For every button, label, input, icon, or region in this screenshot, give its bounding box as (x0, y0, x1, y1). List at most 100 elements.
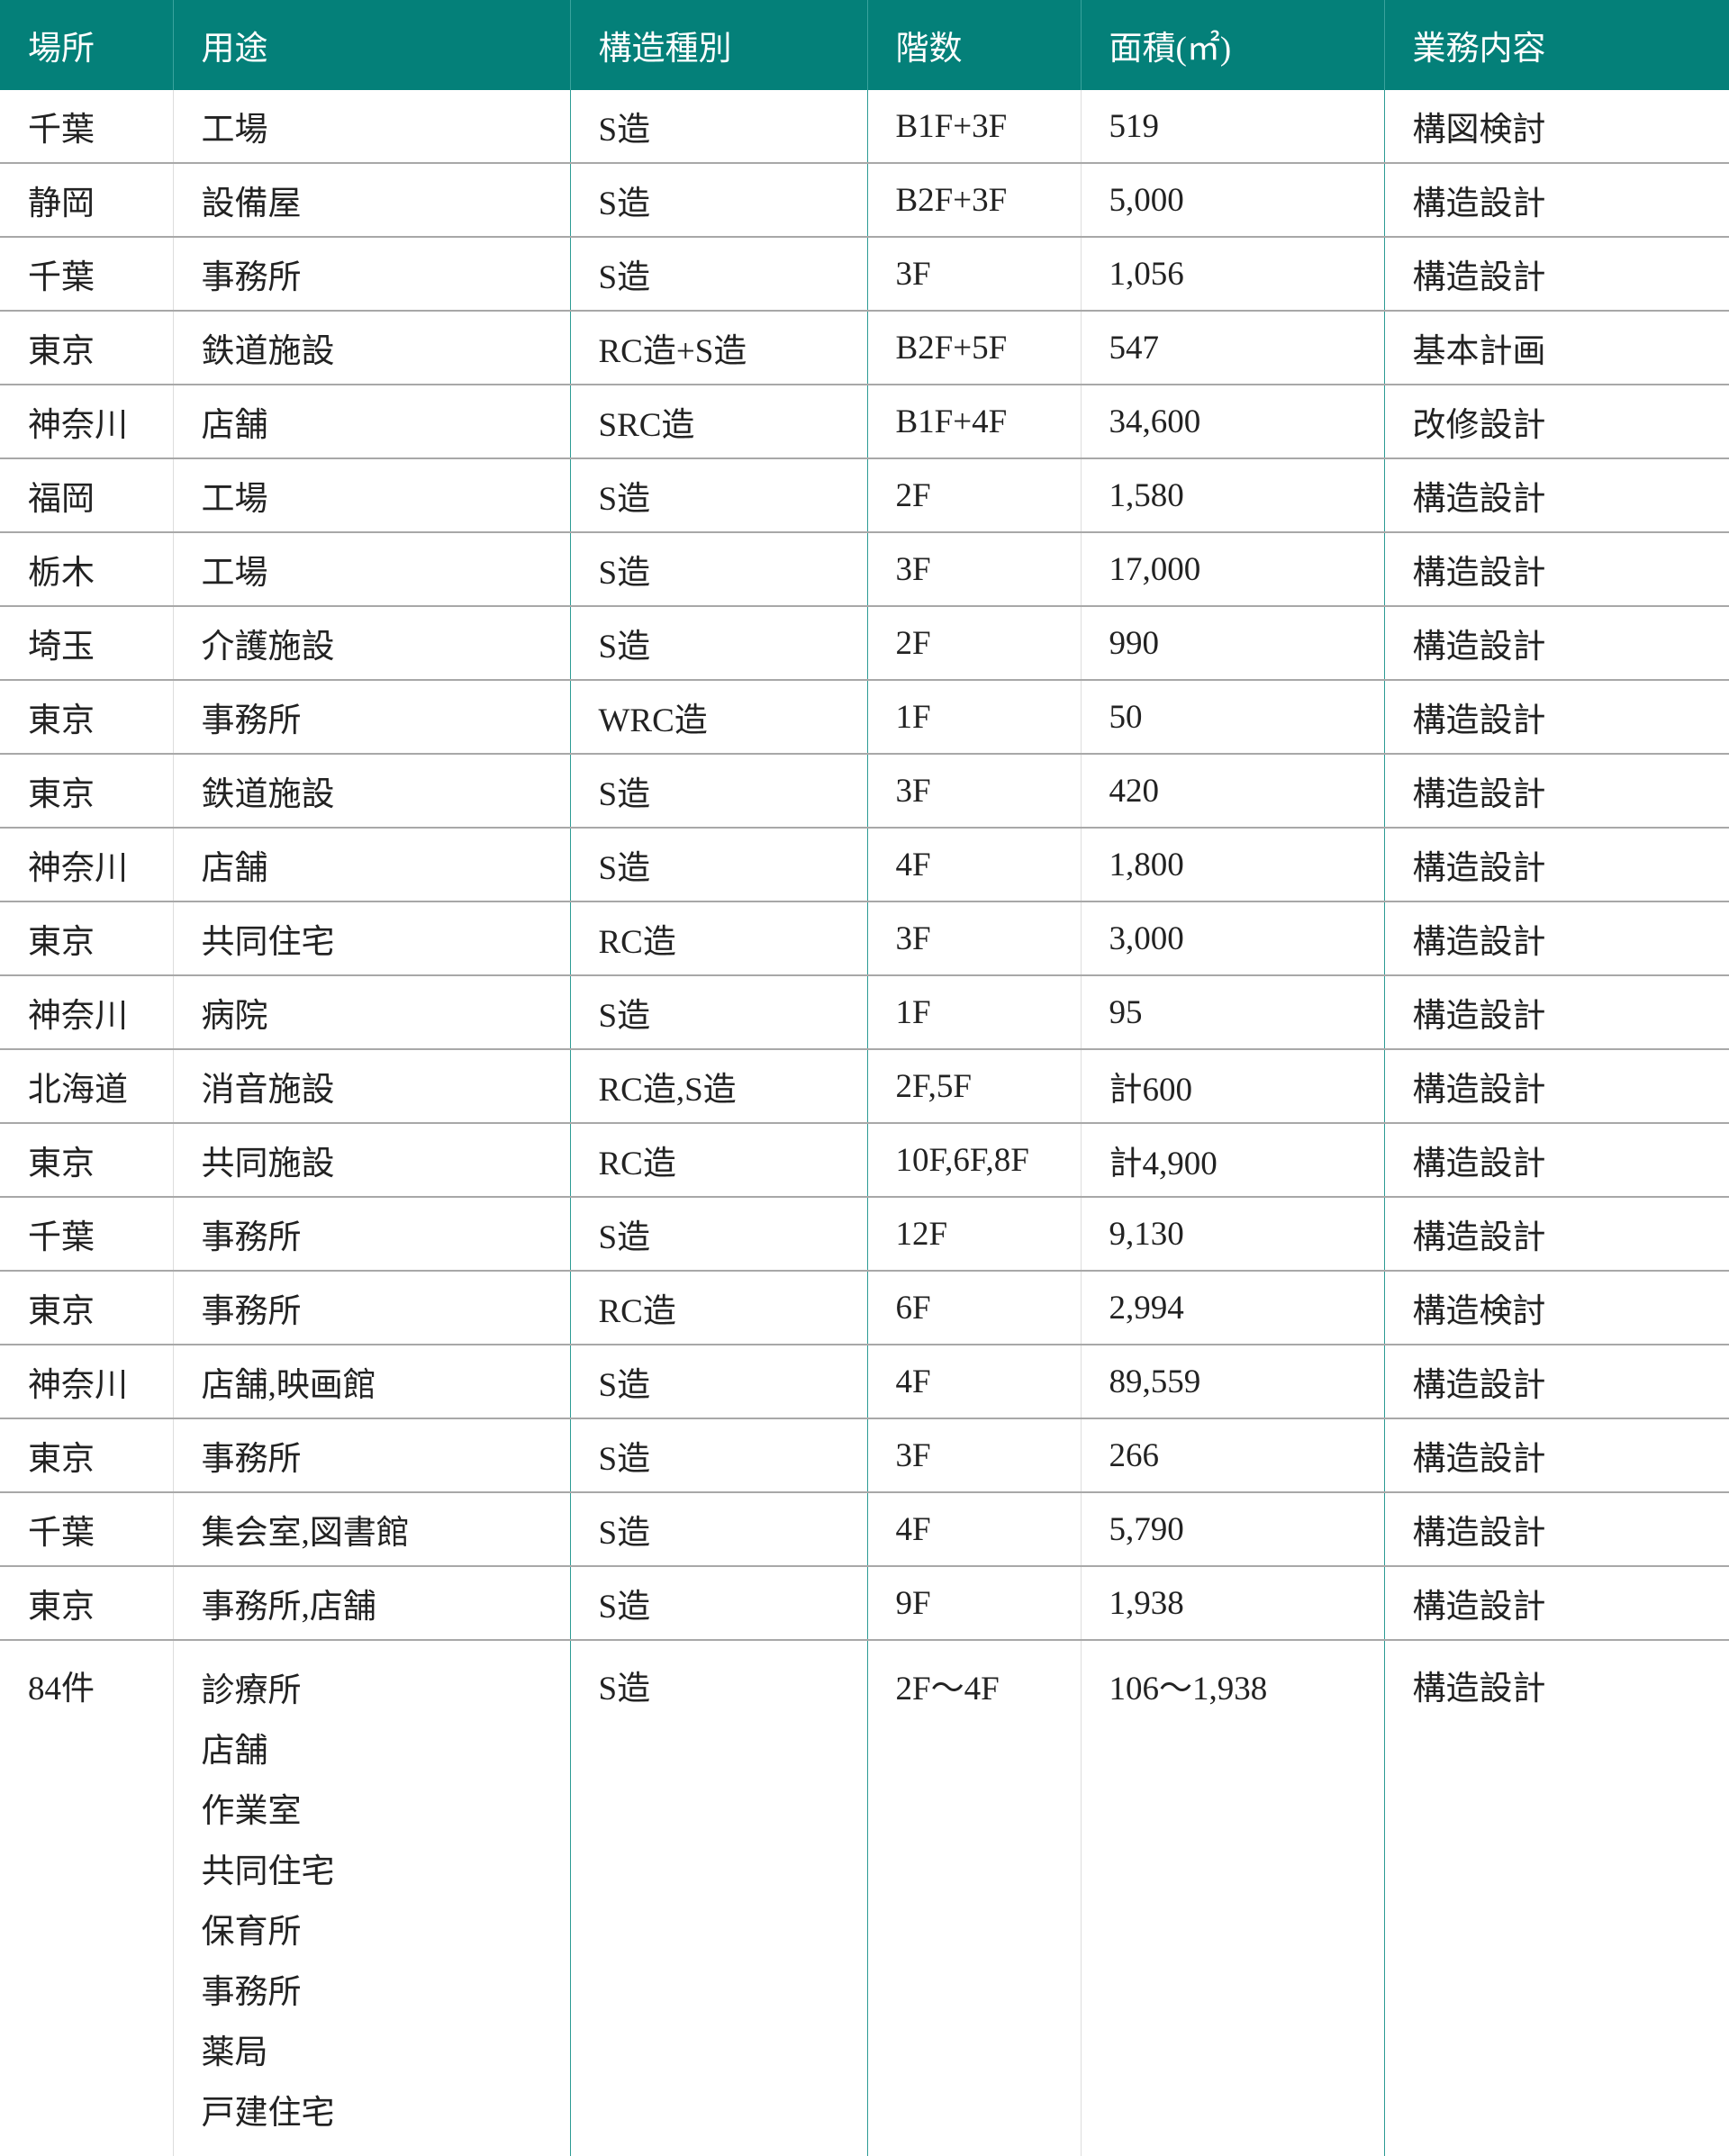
cell-area: 106〜1,938 (1081, 1640, 1385, 2156)
cell-area: 50 (1081, 680, 1385, 755)
cell-structure: S造 (570, 1418, 868, 1493)
cell-work: 構造設計 (1384, 975, 1729, 1050)
cell-work: 構造設計 (1384, 532, 1729, 607)
cell-use: 鉄道施設 (173, 311, 571, 385)
cell-structure: S造 (570, 237, 868, 312)
use-item: 診療所 (201, 1672, 302, 1709)
cell-place: 千葉 (0, 1197, 174, 1272)
cell-work: 構造設計 (1384, 1492, 1729, 1567)
cell-place: 静岡 (0, 163, 174, 238)
cell-use: 店舗,映画館 (173, 1345, 571, 1419)
cell-work: 構造設計 (1384, 1197, 1729, 1272)
header-floors: 階数 (867, 0, 1082, 90)
cell-structure: S造 (570, 532, 868, 607)
cell-floors: 3F (867, 901, 1082, 976)
cell-structure: S造 (570, 1345, 868, 1419)
cell-structure: S造 (570, 1492, 868, 1567)
cell-structure: RC造,S造 (570, 1049, 868, 1124)
cell-place: 東京 (0, 901, 174, 976)
cell-place: 埼玉 (0, 606, 174, 681)
cell-area: 5,790 (1081, 1492, 1385, 1567)
cell-structure: S造 (570, 1197, 868, 1272)
use-item: 保育所 (201, 1914, 302, 1951)
cell-work: 構造設計 (1384, 163, 1729, 238)
cell-floors: 2F〜4F (867, 1640, 1082, 2156)
cell-floors: 4F (867, 1492, 1082, 1567)
header-area: 面積(㎡) (1081, 0, 1385, 90)
cell-floors: 2F (867, 458, 1082, 533)
cell-use: 鉄道施設 (173, 754, 571, 829)
cell-floors: 3F (867, 237, 1082, 312)
cell-structure: S造 (570, 1566, 868, 1641)
cell-structure: RC造 (570, 901, 868, 976)
cell-use: 共同施設 (173, 1123, 571, 1198)
cell-work: 構造設計 (1384, 1566, 1729, 1641)
table-row: 静岡 設備屋 S造 B2F+3F 5,000 構造設計 (0, 163, 1729, 238)
use-item: 事務所 (201, 1974, 302, 2011)
cell-floors: B1F+3F (867, 90, 1082, 164)
cell-use: 事務所,店舗 (173, 1566, 571, 1641)
table-row: 福岡 工場 S造 2F 1,580 構造設計 (0, 458, 1729, 533)
cell-uses: 診療所 店舗 作業室 共同住宅 保育所 事務所 薬局 戸建住宅 (173, 1640, 571, 2156)
cell-work: 構造設計 (1384, 1418, 1729, 1493)
cell-floors: 6F (867, 1271, 1082, 1345)
cell-area: 1,580 (1081, 458, 1385, 533)
cell-place: 北海道 (0, 1049, 174, 1124)
cell-place: 千葉 (0, 1492, 174, 1567)
table-row: 千葉 工場 S造 B1F+3F 519 構図検討 (0, 90, 1729, 164)
cell-use: 事務所 (173, 1197, 571, 1272)
cell-area: 266 (1081, 1418, 1385, 1493)
cell-work: 構造設計 (1384, 606, 1729, 681)
cell-area: 5,000 (1081, 163, 1385, 238)
cell-use: 事務所 (173, 1271, 571, 1345)
cell-work: 構図検討 (1384, 90, 1729, 164)
cell-structure: S造 (570, 1640, 868, 2156)
cell-area: 計4,900 (1081, 1123, 1385, 1198)
cell-work: 改修設計 (1384, 385, 1729, 459)
cell-use: 工場 (173, 458, 571, 533)
cell-place: 神奈川 (0, 828, 174, 902)
cell-use: 事務所 (173, 1418, 571, 1493)
cell-use: 病院 (173, 975, 571, 1050)
cell-area: 1,938 (1081, 1566, 1385, 1641)
cell-work: 構造設計 (1384, 828, 1729, 902)
cell-place: 東京 (0, 1271, 174, 1345)
use-item: 共同住宅 (201, 1853, 335, 1890)
cell-structure: S造 (570, 90, 868, 164)
cell-area: 17,000 (1081, 532, 1385, 607)
table-row: 千葉 事務所 S造 12F 9,130 構造設計 (0, 1197, 1729, 1272)
cell-floors: 12F (867, 1197, 1082, 1272)
cell-area: 1,056 (1081, 237, 1385, 312)
cell-floors: 4F (867, 1345, 1082, 1419)
cell-use: 工場 (173, 90, 571, 164)
cell-use: 事務所 (173, 237, 571, 312)
use-item: 戸建住宅 (201, 2095, 335, 2132)
cell-area: 3,000 (1081, 901, 1385, 976)
cell-work: 構造検討 (1384, 1271, 1729, 1345)
cell-place: 神奈川 (0, 385, 174, 459)
cell-structure: S造 (570, 754, 868, 829)
cell-work: 構造設計 (1384, 754, 1729, 829)
cell-work: 構造設計 (1384, 1345, 1729, 1419)
cell-use: 集会室,図書館 (173, 1492, 571, 1567)
cell-place: 栃木 (0, 532, 174, 607)
table-row: 東京 事務所,店舗 S造 9F 1,938 構造設計 (0, 1566, 1729, 1641)
table-row: 千葉 事務所 S造 3F 1,056 構造設計 (0, 237, 1729, 312)
table-row: 神奈川 店舗,映画館 S造 4F 89,559 構造設計 (0, 1345, 1729, 1419)
table-row: 東京 事務所 S造 3F 266 構造設計 (0, 1418, 1729, 1493)
cell-use: 介護施設 (173, 606, 571, 681)
cell-structure: S造 (570, 458, 868, 533)
cell-area: 34,600 (1081, 385, 1385, 459)
table-row: 北海道 消音施設 RC造,S造 2F,5F 計600 構造設計 (0, 1049, 1729, 1124)
cell-place: 東京 (0, 1566, 174, 1641)
cell-use: 共同住宅 (173, 901, 571, 976)
cell-place: 東京 (0, 311, 174, 385)
cell-work: 構造設計 (1412, 1671, 1546, 1708)
cell-place: 84件 (0, 1640, 174, 2156)
cell-area: 95 (1081, 975, 1385, 1050)
table-row: 東京 共同施設 RC造 10F,6F,8F 計4,900 構造設計 (0, 1123, 1729, 1198)
cell-floors: 3F (867, 1418, 1082, 1493)
cell-floors: 3F (867, 754, 1082, 829)
table-row: 千葉 集会室,図書館 S造 4F 5,790 構造設計 (0, 1492, 1729, 1567)
